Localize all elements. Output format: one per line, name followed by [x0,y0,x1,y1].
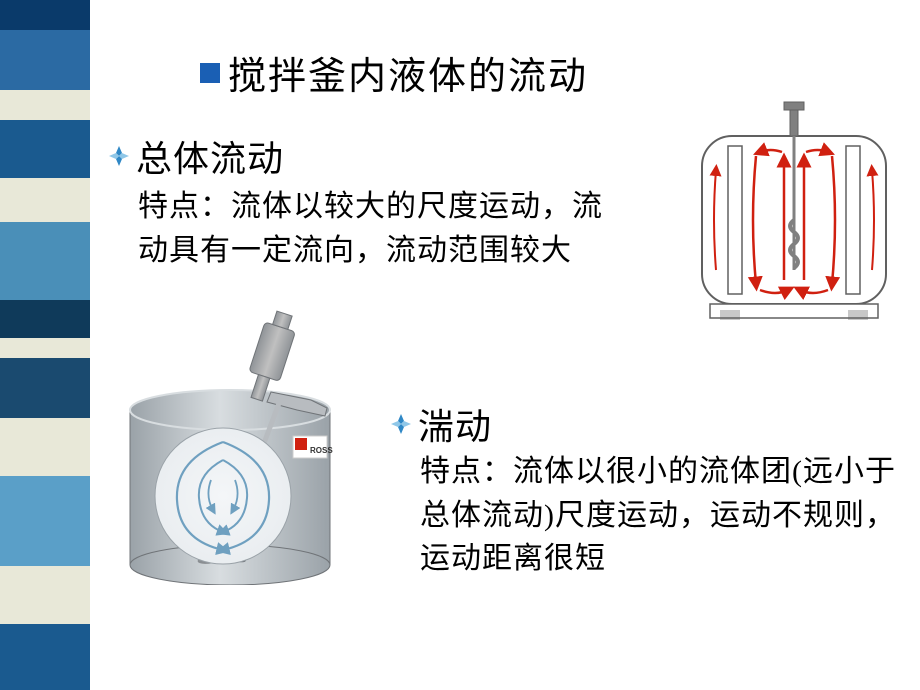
sidebar-stripe [0,338,90,358]
sidebar-stripe [0,0,90,30]
sidebar-stripe [0,476,90,566]
sidebar-stripe [0,418,90,476]
slide-content: 搅拌釜内液体的流动 总体流动 特点：流体以较大的尺度运动，流动具有一定流向，流动… [90,0,920,690]
section1-heading-row: 总体流动 [108,130,284,182]
slide-title: 搅拌釜内液体的流动 [228,45,588,100]
square-bullet-icon [200,63,220,83]
section2-heading-row: 湍动 [390,398,492,450]
section1-body: 特点：流体以较大的尺度运动，流动具有一定流向，流动范围较大 [138,185,618,272]
sidebar-stripe [0,178,90,222]
section1-heading: 总体流动 [136,130,284,182]
sidebar-stripe [0,300,90,338]
figure-mixer-tank: ROSS [115,310,375,585]
sidebar-stripe [0,566,90,624]
diamond-bullet-icon [108,145,130,167]
sidebar-stripe [0,30,90,90]
decorative-sidebar [0,0,90,690]
sidebar-stripe [0,624,90,690]
sidebar-stripe [0,222,90,300]
section2-heading: 湍动 [418,398,492,450]
section2-body: 特点：流体以很小的流体团(远小于总体流动)尺度运动，运动不规则，运动距离很短 [420,450,910,581]
sidebar-stripe [0,120,90,178]
diamond-bullet-icon [390,413,412,435]
slide-title-row: 搅拌釜内液体的流动 [200,45,588,100]
sidebar-stripe [0,90,90,120]
figure-tank-arrows [684,100,904,328]
svg-text:ROSS: ROSS [310,446,333,455]
sidebar-stripe [0,358,90,418]
